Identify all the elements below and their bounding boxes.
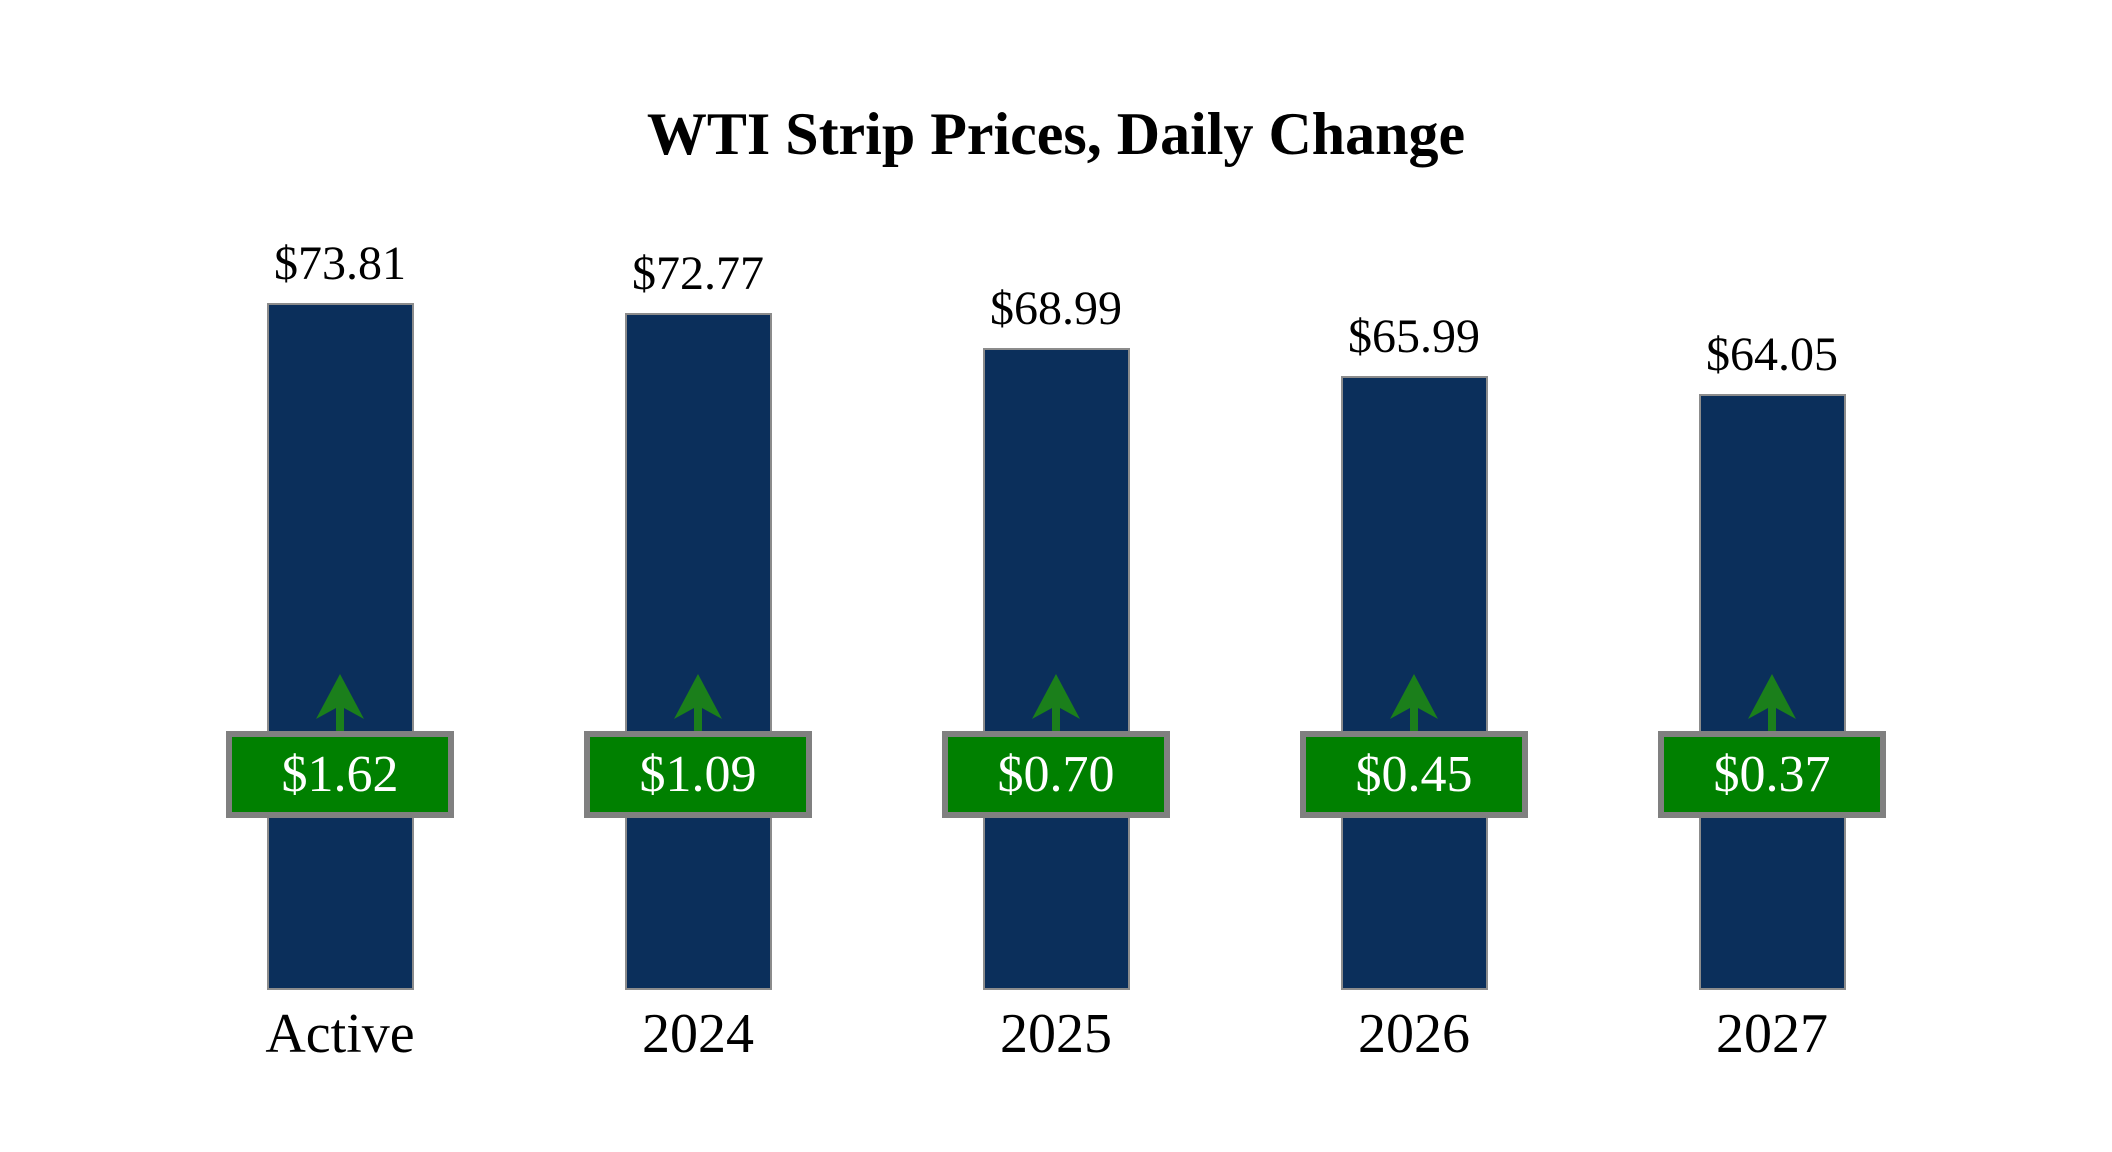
price-bar <box>983 348 1130 990</box>
category-label: 2027 <box>1716 1003 1828 1065</box>
price-label: $72.77 <box>632 247 764 300</box>
price-label: $68.99 <box>990 282 1122 335</box>
up-arrow-icon <box>672 674 724 731</box>
price-label: $65.99 <box>1348 310 1480 363</box>
category-label: 2024 <box>642 1003 754 1065</box>
daily-change-value: $1.62 <box>281 746 399 803</box>
price-bar <box>267 303 414 990</box>
daily-change-value: $0.45 <box>1355 746 1473 803</box>
chart-title: WTI Strip Prices, Daily Change <box>646 101 1466 167</box>
category-label: Active <box>265 1003 415 1065</box>
category-label: 2025 <box>1000 1003 1112 1065</box>
price-label: $73.81 <box>274 237 406 290</box>
daily-change-badge: $1.09 <box>584 731 812 818</box>
daily-change-value: $1.09 <box>639 746 757 803</box>
up-arrow-icon <box>1388 674 1440 731</box>
up-arrow-icon <box>1030 674 1082 731</box>
daily-change-badge: $1.62 <box>226 731 454 818</box>
daily-change-value: $0.70 <box>997 746 1115 803</box>
daily-change-badge: $0.37 <box>1658 731 1886 818</box>
up-arrow-icon <box>314 674 366 731</box>
daily-change-value: $0.37 <box>1713 746 1831 803</box>
price-bar <box>625 313 772 990</box>
price-label: $64.05 <box>1706 328 1838 381</box>
daily-change-badge: $0.45 <box>1300 731 1528 818</box>
up-arrow-icon <box>1746 674 1798 731</box>
daily-change-badge: $0.70 <box>942 731 1170 818</box>
category-label: 2026 <box>1358 1003 1470 1065</box>
